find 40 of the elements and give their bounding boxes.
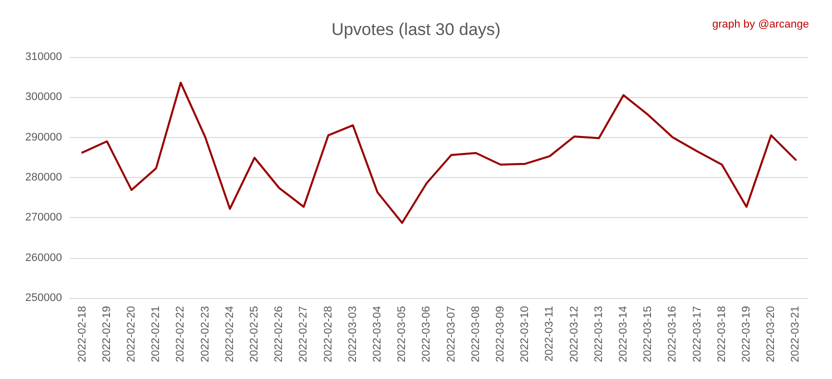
x-tick-label: 2022-03-16 [666, 306, 679, 362]
x-tick-label: 2022-02-20 [126, 306, 138, 362]
x-tick-label: 2022-02-26 [273, 306, 286, 362]
y-tick-label: 300000 [25, 91, 62, 104]
x-tick-label: 2022-03-10 [519, 306, 532, 362]
y-tick-label: 260000 [25, 252, 62, 264]
chart-title: Upvotes (last 30 days) [331, 20, 501, 39]
x-tick-label: 2022-03-06 [420, 306, 433, 362]
y-tick-label: 290000 [25, 131, 62, 144]
x-tick-label: 2022-02-27 [298, 306, 310, 362]
x-tick-label: 2022-03-09 [494, 306, 506, 362]
x-tick-label: 2022-02-19 [100, 306, 113, 362]
y-tick-label: 250000 [25, 292, 62, 304]
y-tick-label: 280000 [25, 172, 62, 184]
x-tick-label: 2022-03-04 [372, 306, 384, 362]
x-tick-label: 2022-03-03 [346, 306, 359, 362]
x-tick-label: 2022-03-14 [618, 306, 630, 362]
line-series [81, 82, 797, 224]
x-tick-label: 2022-03-12 [568, 306, 580, 362]
x-tick-label: 2022-02-21 [150, 306, 162, 362]
x-tick-label: 2022-02-23 [199, 306, 212, 362]
x-tick-label: 2022-03-13 [592, 306, 605, 362]
x-tick-label: 2022-03-17 [691, 306, 704, 362]
x-tick-label: 2022-02-24 [224, 306, 236, 362]
x-tick-label: 2022-03-11 [544, 306, 556, 362]
x-tick-label: 2022-03-15 [642, 306, 654, 362]
x-tick-label: 2022-02-25 [248, 306, 260, 362]
text: graph by @arcange [712, 18, 810, 30]
x-tick-label: 2022-02-22 [174, 306, 187, 362]
x-tick-label: 2022-03-05 [396, 306, 408, 362]
y-tick-label: 270000 [25, 212, 62, 224]
x-tick-label: 2022-03-20 [765, 306, 778, 362]
x-tick-label: 2022-03-07 [445, 306, 458, 362]
x-tick-label: 2022-02-18 [76, 306, 88, 362]
x-tick-label: 2022-03-21 [790, 306, 802, 362]
y-tick-label: 310000 [25, 51, 62, 63]
x-tick-label: 2022-03-19 [740, 306, 752, 362]
x-tick-label: 2022-03-18 [716, 306, 728, 362]
x-tick-label: 2022-03-08 [470, 306, 482, 362]
x-tick-label: 2022-02-28 [322, 306, 334, 362]
